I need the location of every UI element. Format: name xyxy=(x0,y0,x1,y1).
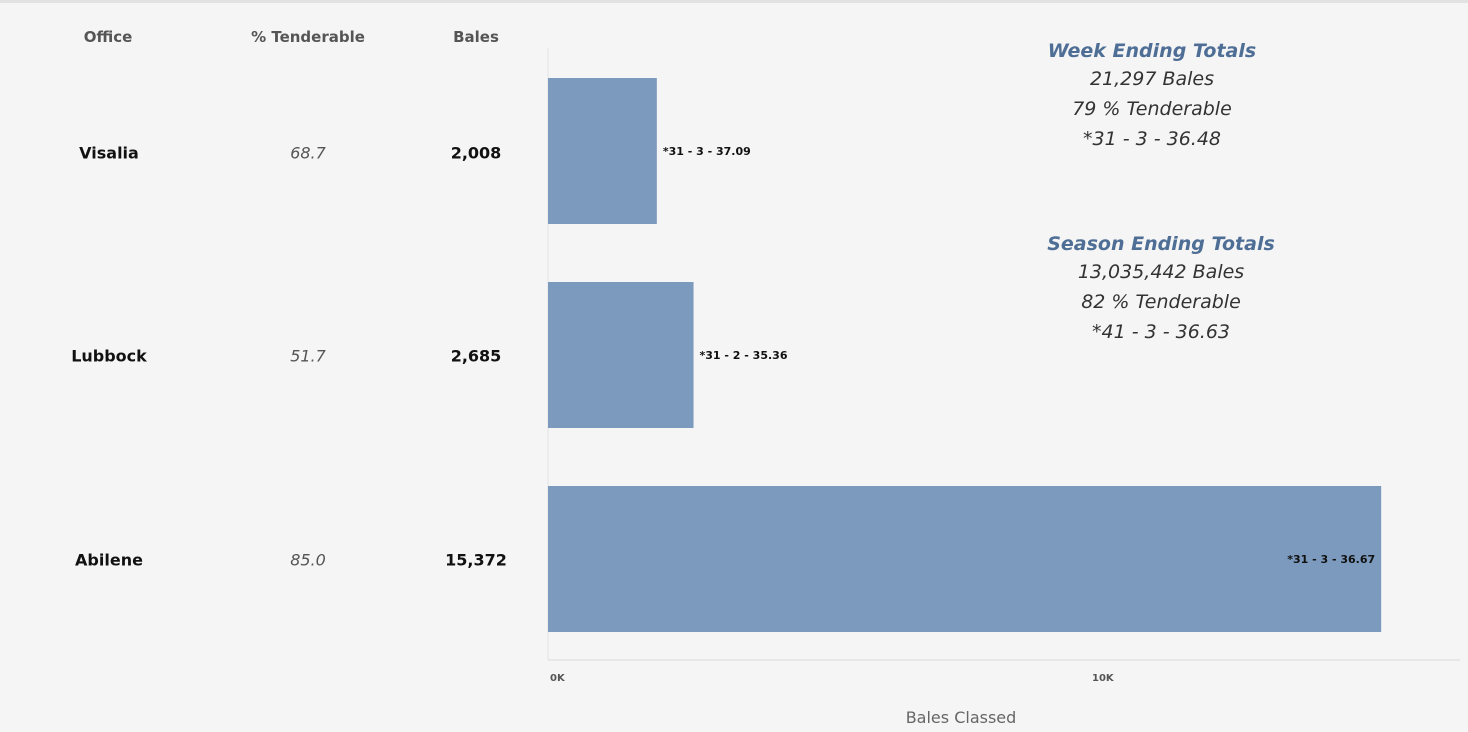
season-totals-title: Season Ending Totals xyxy=(1047,233,1275,255)
header-bales: Bales xyxy=(453,28,499,46)
office-label: Abilene xyxy=(75,550,143,570)
bar-data-label: *31 - 3 - 36.67 xyxy=(1287,553,1375,566)
x-axis-title: Bales Classed xyxy=(905,708,1017,727)
bar-data-label: *31 - 2 - 35.36 xyxy=(700,349,788,362)
office-label: Lubbock xyxy=(71,346,147,366)
season-totals-tenderable: 82 % Tenderable xyxy=(1081,291,1241,313)
bar xyxy=(548,282,694,428)
header-pct-tenderable: % Tenderable xyxy=(251,28,365,46)
bar-data-label: *31 - 3 - 37.09 xyxy=(663,145,751,158)
week-totals-title: Week Ending Totals xyxy=(1047,40,1257,62)
season-totals-grade: *41 - 3 - 36.63 xyxy=(1091,321,1231,343)
x-tick-label: 0K xyxy=(550,673,566,684)
bales-value: 15,372 xyxy=(445,550,507,570)
bar xyxy=(548,78,657,224)
pct-tenderable-value: 85.0 xyxy=(290,550,326,570)
season-totals-bales: 13,035,442 Bales xyxy=(1077,261,1245,283)
season-totals-panel: Season Ending Totals 13,035,442 Bales 82… xyxy=(1011,231,1311,347)
bales-value: 2,008 xyxy=(450,143,502,163)
top-rule xyxy=(0,0,1468,3)
week-totals-panel: Week Ending Totals 21,297 Bales 79 % Ten… xyxy=(1002,38,1302,154)
pct-tenderable-value: 68.7 xyxy=(290,143,326,163)
office-label: Visalia xyxy=(79,143,139,163)
pct-tenderable-value: 51.7 xyxy=(290,346,326,366)
header-office: Office xyxy=(83,28,133,46)
x-tick-label: 10K xyxy=(1092,673,1115,684)
bales-value: 2,685 xyxy=(450,346,502,366)
week-totals-tenderable: 79 % Tenderable xyxy=(1072,98,1232,120)
week-totals-bales: 21,297 Bales xyxy=(1089,68,1215,90)
bar xyxy=(548,486,1382,632)
week-totals-grade: *31 - 3 - 36.48 xyxy=(1082,128,1222,150)
